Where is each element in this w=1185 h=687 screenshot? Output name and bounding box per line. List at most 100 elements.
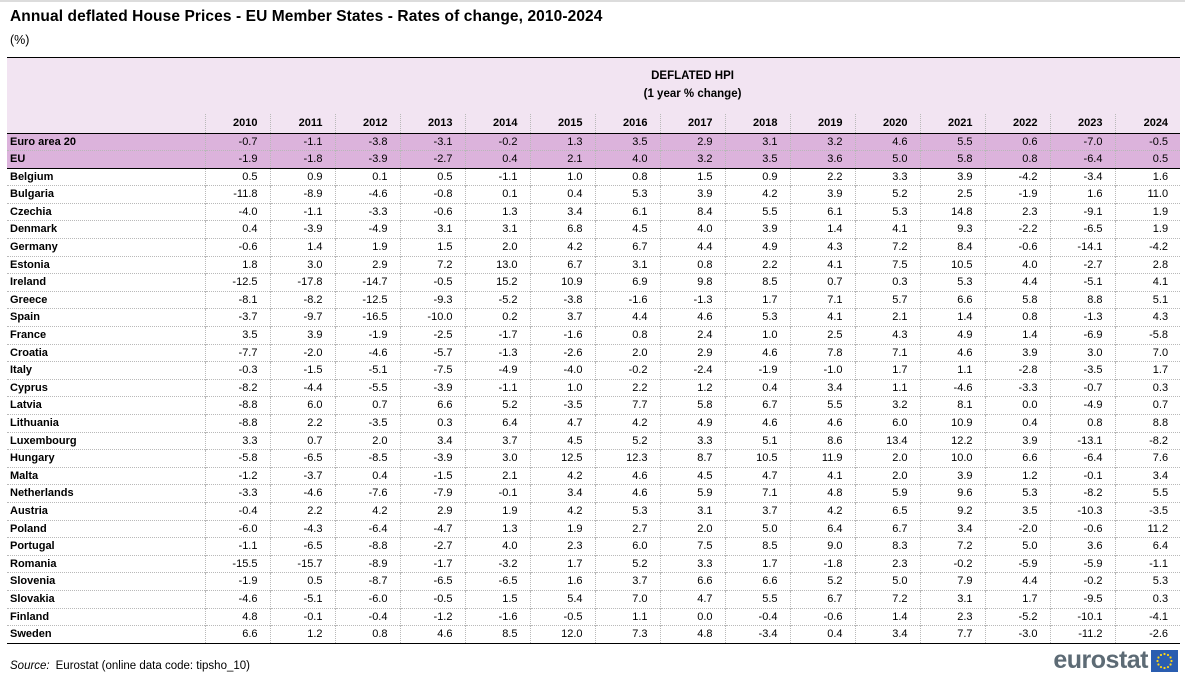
value-cell: 13.4 <box>854 432 920 450</box>
value-cell: 4.0 <box>659 220 725 239</box>
table-row: France 3.5 3.9 -1.9 -2.5 -1.7 -1.6 0.8 2.4 1.0 2.5… <box>7 326 1181 345</box>
row-label: Spain <box>10 311 40 324</box>
table-row: Euro area 20 -0.7 -1.1 -3.8 -3.1 -0.2 1.3 3.5 2.… <box>7 133 1181 151</box>
value-cell: -5.2 <box>984 608 1050 626</box>
year-header-2010: 2010 <box>204 113 270 134</box>
value-cell: 7.2 <box>854 238 920 257</box>
table-row: Poland -6.0 -4.3 -6.4 -4.7 1.3 1.9 2.7 2.0 5.0 6.4… <box>7 520 1181 538</box>
value-cell: 5.3 <box>984 484 1050 503</box>
value-cell: 1.5 <box>659 168 725 186</box>
value-cell: -7.9 <box>399 484 465 503</box>
value-cell: 6.5 <box>854 502 920 521</box>
value-cell: -3.7 <box>204 308 270 327</box>
value-cell: 4.4 <box>984 572 1050 591</box>
value-cell: 11.0 <box>1114 185 1181 204</box>
value-cell: 3.3 <box>659 432 725 450</box>
value-cell: -0.6 <box>204 238 270 257</box>
value-cell: -6.4 <box>1049 150 1115 169</box>
value-cell: -2.0 <box>269 344 335 362</box>
value-cell: 12.2 <box>919 432 985 450</box>
value-cell: -3.5 <box>529 396 595 415</box>
value-cell: 7.3 <box>594 625 660 644</box>
value-cell: -5.2 <box>464 291 530 309</box>
value-cell: 2.0 <box>334 432 400 450</box>
table-row: Slovenia -1.9 0.5 -8.7 -6.5 -6.5 1.6 3.7 6.6 6.6 5… <box>7 572 1181 591</box>
value-cell: -1.1 <box>464 379 530 397</box>
value-cell: 3.9 <box>269 326 335 345</box>
value-cell: -3.5 <box>334 414 400 433</box>
value-cell: 6.7 <box>529 256 595 274</box>
value-cell: 0.7 <box>1114 396 1181 415</box>
value-cell: 1.4 <box>919 308 985 327</box>
value-cell: 4.6 <box>724 414 790 433</box>
value-cell: 3.7 <box>724 502 790 521</box>
value-cell: 4.6 <box>789 414 855 433</box>
value-cell: 4.9 <box>659 414 725 433</box>
value-cell: 6.6 <box>399 396 465 415</box>
value-cell: -3.5 <box>1114 502 1181 521</box>
table-row: Luxembourg 3.3 0.7 2.0 3.4 3.7 4.5 5.2 3.3 5.1 8.6… <box>7 432 1181 450</box>
value-cell: -0.6 <box>1049 520 1115 538</box>
value-cell: 6.7 <box>854 520 920 538</box>
year-header-row: 2010 2011 2012 2013 2014 2015 2016 2017 2018 2019… <box>7 113 1181 134</box>
row-label: Germany <box>10 241 58 254</box>
row-label: Sweden <box>10 628 52 641</box>
value-cell: 0.8 <box>984 150 1050 169</box>
value-cell: -15.7 <box>269 555 335 573</box>
value-cell: 5.1 <box>1114 291 1181 309</box>
value-cell: -2.7 <box>1049 256 1115 274</box>
value-cell: 7.0 <box>1114 344 1181 362</box>
value-cell: 4.5 <box>594 220 660 239</box>
value-cell: 5.3 <box>919 273 985 292</box>
value-cell: 3.2 <box>789 133 855 151</box>
table-row: Italy -0.3 -1.5 -5.1 -7.5 -4.9 -4.0 -0.2 -2.4 -1.… <box>7 361 1181 380</box>
year-header-2016: 2016 <box>594 113 660 134</box>
value-cell: 6.0 <box>594 537 660 556</box>
value-cell: -1.9 <box>204 572 270 591</box>
eurostat-wordmark: eurostat <box>1053 646 1148 674</box>
value-cell: 1.2 <box>659 379 725 397</box>
value-cell: -8.2 <box>1114 432 1181 450</box>
value-cell: -15.5 <box>204 555 270 573</box>
value-cell: -6.4 <box>334 520 400 538</box>
value-cell: 1.6 <box>529 572 595 591</box>
year-header-2014: 2014 <box>464 113 530 134</box>
value-cell: 1.9 <box>464 502 530 521</box>
value-cell: 0.4 <box>984 414 1050 433</box>
value-cell: 10.9 <box>529 273 595 292</box>
value-cell: -8.2 <box>1049 484 1115 503</box>
value-cell: -1.1 <box>269 203 335 221</box>
value-cell: 2.1 <box>464 467 530 485</box>
value-cell: -1.8 <box>269 150 335 169</box>
eu-flag-icon <box>1151 649 1178 672</box>
value-cell: 3.9 <box>724 220 790 239</box>
value-cell: -0.6 <box>789 608 855 626</box>
value-cell: 1.9 <box>334 238 400 257</box>
value-cell: 2.2 <box>269 502 335 521</box>
value-cell: 3.1 <box>464 220 530 239</box>
value-cell: 0.8 <box>659 256 725 274</box>
value-cell: -3.3 <box>204 484 270 503</box>
value-cell: -1.8 <box>789 555 855 573</box>
value-cell: -10.1 <box>1049 608 1115 626</box>
value-cell: 4.2 <box>529 238 595 257</box>
value-cell: 0.8 <box>594 326 660 345</box>
value-cell: 7.5 <box>854 256 920 274</box>
value-cell: 3.0 <box>464 449 530 468</box>
value-cell: 1.1 <box>854 379 920 397</box>
row-label: Denmark <box>10 223 58 236</box>
value-cell: -5.8 <box>1114 326 1181 345</box>
value-cell: -0.5 <box>529 608 595 626</box>
value-cell: 4.2 <box>724 185 790 204</box>
value-cell: 5.0 <box>984 537 1050 556</box>
value-cell: -5.7 <box>399 344 465 362</box>
value-cell: 5.3 <box>594 502 660 521</box>
eurostat-logo: eurostat <box>1053 648 1178 673</box>
table-row: Hungary -5.8 -6.5 -8.5 -3.9 3.0 12.5 12.3 8.7 10.… <box>7 449 1181 468</box>
source-text: Eurostat (online data code: tipsho_10) <box>55 660 250 672</box>
value-cell: 2.3 <box>984 203 1050 221</box>
value-cell: 4.8 <box>789 484 855 503</box>
value-cell: -8.5 <box>334 449 400 468</box>
value-cell: -0.8 <box>399 185 465 204</box>
row-label: Romania <box>10 557 57 570</box>
